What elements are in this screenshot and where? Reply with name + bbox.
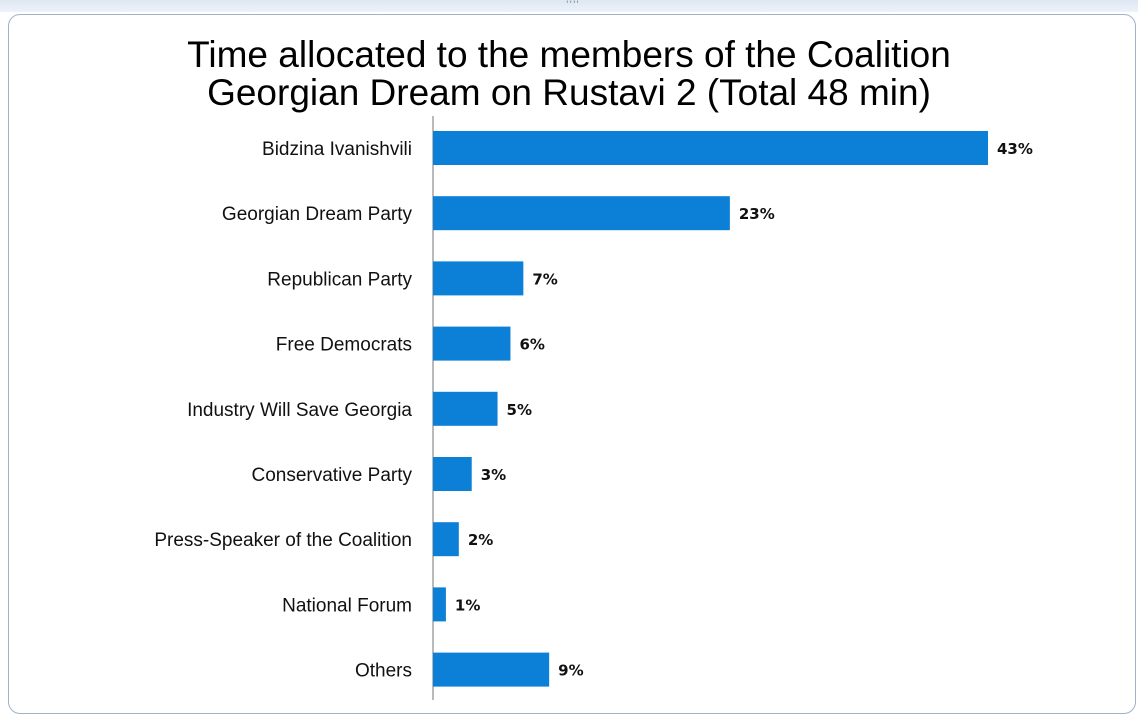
bar [433,587,446,622]
category-label: Others [355,661,412,682]
value-label: 9% [558,662,583,680]
category-label: Bidzina Ivanishvili [262,139,412,160]
chart-title-line-1: Time allocated to the members of the Coa… [187,34,951,75]
value-label: 2% [468,531,493,549]
category-label: Industry Will Save Georgia [187,400,412,421]
value-label: 5% [507,401,532,419]
category-label: National Forum [282,595,412,616]
value-label: 43% [997,140,1033,158]
category-label: Press-Speaker of the Coalition [154,530,412,551]
bar [433,522,459,557]
category-label: Conservative Party [251,465,412,486]
value-label: 3% [481,466,506,484]
bar [433,457,472,491]
category-label: Free Democrats [276,335,412,356]
value-label: 1% [455,596,480,614]
chart-title-line-2: Georgian Dream on Rustavi 2 (Total 48 mi… [207,72,931,113]
value-label: 6% [519,336,544,354]
bar [433,131,988,165]
resize-handle-icon[interactable]: '''' [566,0,580,10]
window-top-strip: '''' [0,0,1138,12]
bar [433,261,524,296]
bar [433,326,511,361]
value-label: 7% [532,270,557,288]
chart-panel [8,14,1136,714]
value-label: 23% [739,205,775,223]
bar [433,196,730,231]
category-label: Georgian Dream Party [222,204,413,225]
chart-title: Time allocated to the members of the Coa… [0,36,1138,112]
bar [433,652,550,687]
bar [433,391,498,426]
category-label: Republican Party [267,269,412,290]
